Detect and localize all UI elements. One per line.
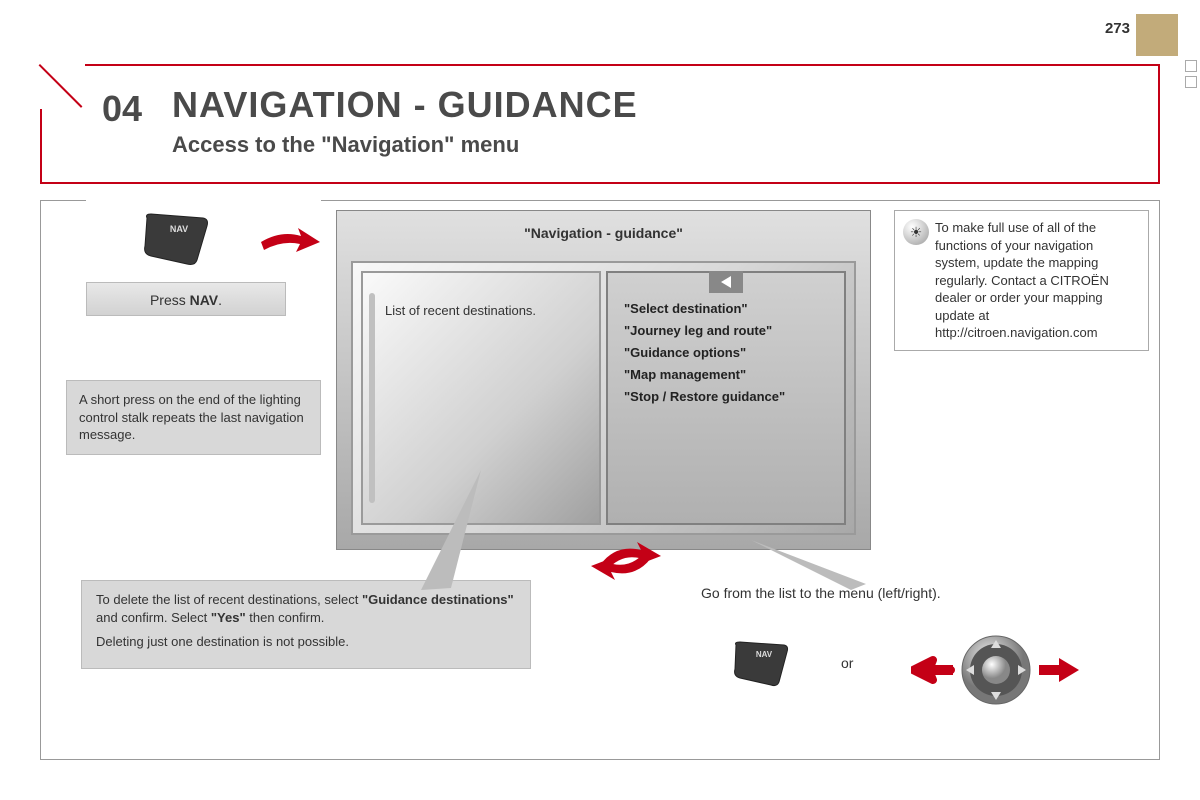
content-area: NAV Press NAV. A short press on the end … [40, 200, 1160, 760]
screen-title: "Navigation - guidance" [337, 211, 870, 251]
press-nav-suffix: . [218, 292, 222, 308]
menu-item: "Select destination" [624, 301, 844, 316]
recent-destinations-label: List of recent destinations. [385, 303, 536, 318]
or-label: or [841, 655, 853, 671]
press-nav-bold: NAV [190, 292, 219, 308]
section-number: 04 [102, 88, 142, 130]
swap-arrows-icon [581, 534, 671, 584]
press-nav-instruction: Press NAV. [86, 282, 286, 316]
red-arrow-icon [256, 222, 326, 262]
svg-text:NAV: NAV [756, 650, 773, 659]
nav-button-graphic: NAV [141, 212, 211, 266]
tip-text: To make full use of all of the functions… [935, 220, 1109, 340]
menu-item: "Stop / Restore guidance" [624, 389, 844, 404]
menu-item: "Journey leg and route" [624, 323, 844, 338]
section-title: NAVIGATION - GUIDANCE [172, 84, 638, 126]
page-number: 273 [1105, 20, 1130, 37]
scrollbar [369, 293, 375, 503]
menu-item: "Map management" [624, 367, 844, 382]
screen-mockup: "Navigation - guidance" List of recent d… [336, 210, 871, 550]
menu-item: "Guidance options" [624, 345, 844, 360]
left-triangle-icon [709, 271, 743, 293]
info2-c: then confirm. [246, 610, 325, 625]
tip-box: ☀ To make full use of all of the functio… [894, 210, 1149, 351]
press-nav-prefix: Press [150, 292, 190, 308]
bulb-icon: ☀ [903, 219, 929, 245]
screen-right-panel: "Select destination" "Journey leg and ro… [606, 271, 846, 525]
joystick-control-icon [911, 630, 1081, 710]
info2-line2: Deleting just one destination is not pos… [96, 633, 516, 651]
nav-label: NAV [170, 224, 188, 234]
corner-decoration [1136, 14, 1178, 56]
callout-pointer-icon [421, 470, 541, 600]
side-markers [1185, 60, 1197, 92]
info-box-stalk: A short press on the end of the lighting… [66, 380, 321, 455]
bottom-instruction: Go from the list to the menu (left/right… [701, 585, 941, 601]
info2-b: and confirm. Select [96, 610, 211, 625]
section-subtitle: Access to the "Navigation" menu [172, 132, 519, 158]
nav-button-small: NAV [731, 640, 791, 688]
info2-bold2: "Yes" [211, 610, 246, 625]
info2-a: To delete the list of recent destination… [96, 592, 362, 607]
header-box: 04 NAVIGATION - GUIDANCE Access to the "… [40, 64, 1160, 184]
